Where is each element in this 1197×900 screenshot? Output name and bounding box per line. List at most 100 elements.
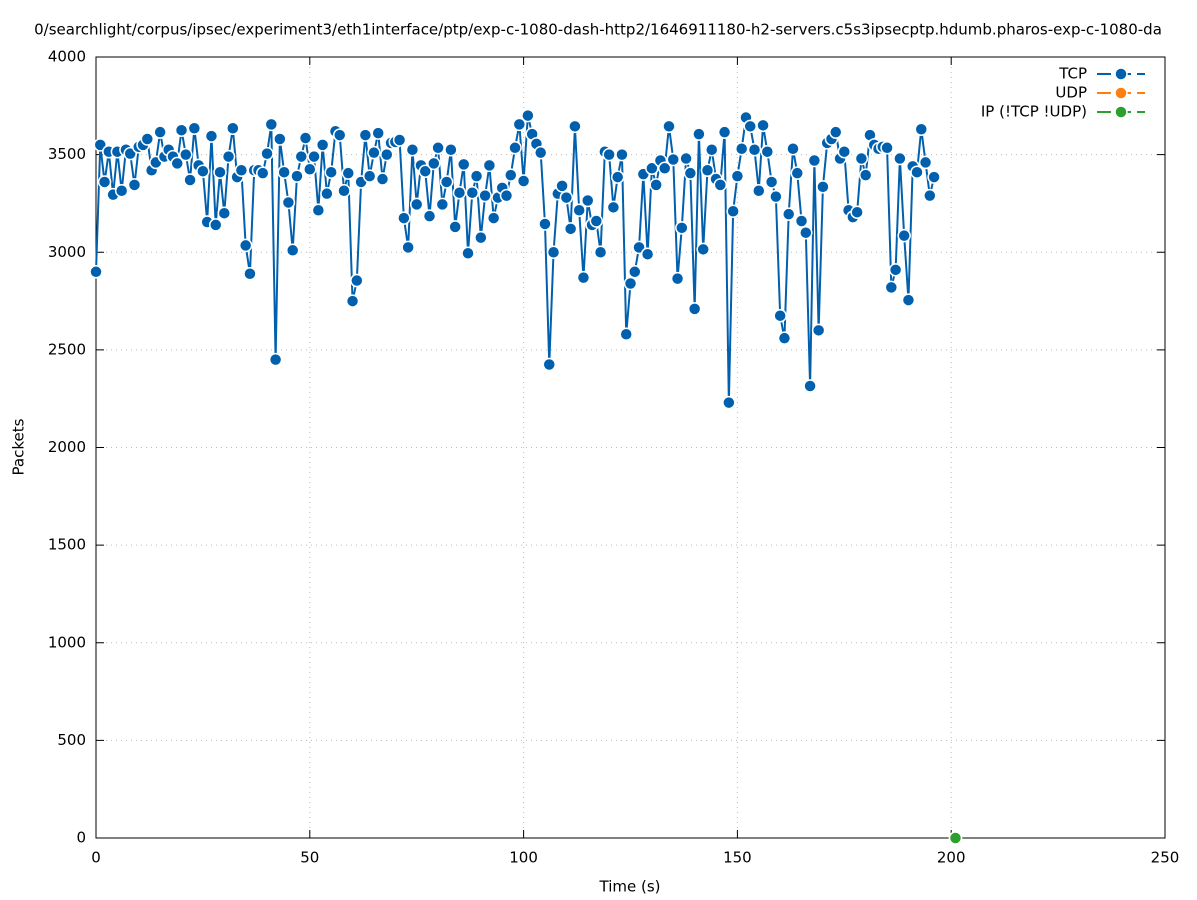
data-point (559, 190, 574, 205)
data-point (217, 206, 232, 220)
data-point (743, 119, 757, 134)
data-point (465, 185, 480, 200)
data-point (790, 166, 805, 180)
data-point (226, 121, 240, 136)
legend-marker (1114, 105, 1128, 119)
data-point (315, 138, 330, 152)
data-point (439, 175, 454, 189)
data-point (303, 162, 317, 177)
data-point (542, 357, 557, 372)
data-point (572, 203, 586, 218)
data-point (670, 271, 685, 286)
data-point (341, 166, 356, 180)
data-point (910, 165, 924, 179)
data-point (380, 147, 394, 162)
data-point (345, 294, 360, 308)
data-point (337, 183, 351, 198)
data-point (700, 163, 715, 177)
data-point (97, 175, 112, 189)
data-point (799, 225, 813, 240)
y-axis-label: Packets (10, 418, 28, 475)
data-point (563, 222, 578, 236)
data-point (196, 164, 210, 178)
data-point (854, 151, 869, 166)
data-point (777, 331, 792, 345)
data-point (610, 170, 625, 184)
y-tick-label: 3000 (48, 243, 86, 261)
data-point (580, 193, 595, 208)
data-point (828, 125, 843, 139)
data-point (418, 164, 433, 178)
data-point (469, 169, 484, 183)
data-point (756, 118, 770, 133)
data-point (298, 131, 313, 145)
data-point (371, 126, 385, 140)
legend-marker (1114, 67, 1128, 81)
data-point (264, 117, 279, 132)
data-point (786, 142, 800, 156)
data-point (897, 228, 911, 243)
data-point (773, 308, 787, 323)
y-tick-label: 3500 (48, 145, 86, 163)
data-point (623, 276, 638, 291)
data-point (268, 352, 283, 367)
data-point (401, 240, 415, 255)
data-point (332, 128, 347, 142)
data-point (260, 146, 274, 161)
data-point (901, 293, 916, 307)
data-point (243, 266, 257, 281)
data-point (474, 230, 488, 245)
data-point (811, 323, 826, 338)
data-point (764, 175, 779, 189)
data-point (850, 205, 864, 219)
data-point (914, 122, 929, 136)
data-point (747, 142, 762, 157)
data-point (948, 831, 963, 845)
data-point (221, 149, 236, 164)
data-point (687, 302, 702, 316)
data-point (392, 133, 407, 147)
data-point (602, 147, 616, 162)
data-point (794, 214, 809, 228)
data-point (888, 263, 903, 277)
data-point (533, 145, 548, 160)
data-point (722, 395, 736, 410)
data-point (294, 149, 308, 164)
data-point (666, 152, 681, 167)
data-point (619, 327, 633, 342)
data-point (204, 129, 219, 143)
data-point (307, 149, 321, 164)
data-point (499, 188, 514, 203)
data-point (657, 161, 672, 176)
y-tick-label: 1500 (48, 536, 86, 554)
data-point (555, 179, 569, 193)
data-point (726, 204, 740, 218)
data-point (704, 142, 719, 157)
data-point (816, 180, 830, 194)
x-tick-label: 100 (509, 849, 538, 867)
x-tick-label: 250 (1151, 849, 1180, 867)
x-tick-label: 50 (300, 849, 319, 867)
data-point (234, 163, 249, 177)
data-point (208, 218, 223, 232)
data-point (645, 161, 659, 176)
legend-label: IP (!TCP !UDP) (981, 103, 1087, 121)
data-point (324, 165, 338, 179)
data-point (478, 188, 492, 203)
data-point (880, 141, 894, 155)
data-point (183, 173, 197, 187)
data-point (435, 197, 450, 212)
data-point (375, 172, 390, 186)
data-point (781, 207, 796, 221)
data-point (89, 265, 103, 279)
data-point (140, 132, 155, 146)
data-point (127, 178, 142, 192)
y-tick-label: 1000 (48, 633, 86, 651)
y-tick-label: 500 (57, 731, 86, 749)
x-axis-label: Time (s) (599, 878, 661, 896)
data-point (187, 121, 202, 136)
data-point (320, 186, 334, 201)
data-point (734, 142, 749, 156)
data-point (662, 119, 676, 134)
data-point (606, 200, 621, 215)
